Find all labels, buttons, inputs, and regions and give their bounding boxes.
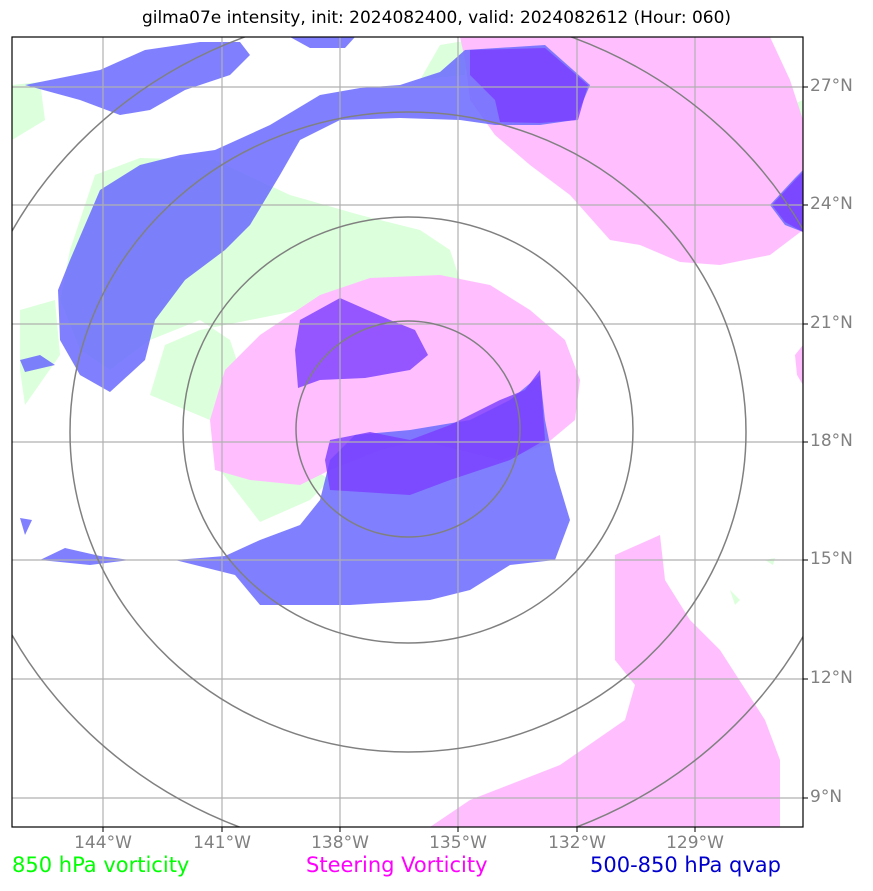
qvap-area [40, 548, 130, 565]
legend-steering-vorticity: Steering Vorticity [306, 853, 488, 877]
range-rings [12, 37, 803, 827]
lon-label-141w: 141°W [193, 833, 251, 853]
legend-850-vorticity: 850 hPa vorticity [12, 853, 190, 877]
steering-vorticity-area [430, 535, 780, 827]
lat-label-12n: 12°N [810, 668, 853, 688]
overlap-area [295, 298, 428, 388]
lat-label-18n: 18°N [810, 431, 853, 451]
lat-label-21n: 21°N [810, 313, 853, 333]
qvap-area [20, 518, 32, 535]
lat-label-9n: 9°N [810, 787, 843, 807]
vorticity-850-area [765, 558, 775, 565]
tick-marks [102, 86, 808, 832]
range-ring [182, 216, 634, 644]
map-frame [11, 36, 804, 828]
qvap-area [290, 37, 355, 48]
lat-label-15n: 15°N [810, 549, 853, 569]
lat-label-27n: 27°N [810, 76, 853, 96]
lon-label-144w: 144°W [74, 833, 132, 853]
grid-lines [12, 37, 803, 827]
steering-vorticity-area [795, 345, 803, 385]
legend-qvap: 500-850 hPa qvap [590, 853, 781, 877]
overlap-layer [295, 48, 803, 495]
qvap-area [25, 42, 250, 115]
map-title: gilma07e intensity, init: 2024082400, va… [141, 8, 732, 28]
lat-label-24n: 24°N [810, 194, 853, 214]
lon-label-129w: 129°W [666, 833, 724, 853]
vorticity-850-area [20, 300, 60, 405]
vorticity-850-area [12, 82, 45, 140]
qvap-area [20, 355, 55, 372]
overlap-area [325, 370, 545, 495]
range-ring [69, 111, 747, 753]
lon-label-132w: 132°W [548, 833, 606, 853]
lon-label-135w: 135°W [429, 833, 487, 853]
vorticity-850-area [730, 590, 740, 605]
overlap-area [470, 48, 588, 123]
range-ring [295, 320, 521, 538]
lon-label-138w: 138°W [311, 833, 369, 853]
